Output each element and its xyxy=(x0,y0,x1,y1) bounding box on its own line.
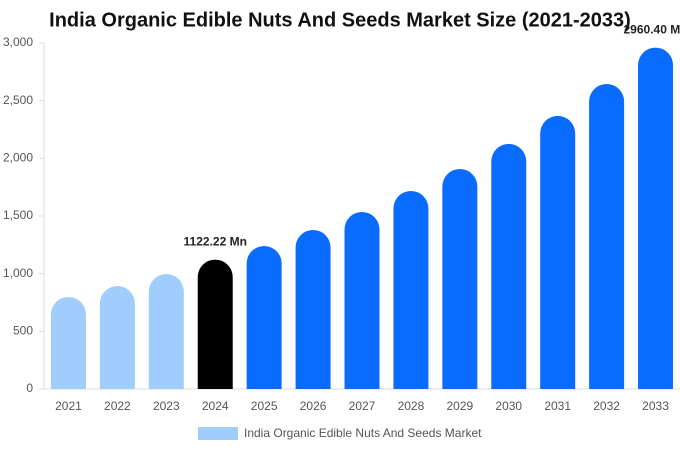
bar xyxy=(99,286,135,389)
bar xyxy=(344,211,380,389)
bar xyxy=(197,259,233,389)
x-tick-label: 2026 xyxy=(300,399,327,413)
bar xyxy=(50,296,86,389)
x-tick-label: 2025 xyxy=(251,399,278,413)
y-tick-label: 500 xyxy=(13,324,33,338)
y-tick-label: 0 xyxy=(26,381,33,395)
y-tick-label: 2,000 xyxy=(3,151,33,165)
x-tick-label: 2029 xyxy=(446,399,473,413)
data-label: 2960.40 Mn xyxy=(624,23,680,37)
x-tick-label: 2022 xyxy=(104,399,131,413)
bar xyxy=(442,168,478,389)
bar xyxy=(491,143,527,389)
bar xyxy=(589,83,625,390)
y-tick-label: 1,500 xyxy=(3,208,33,222)
x-tick-label: 2032 xyxy=(593,399,620,413)
x-tick-label: 2030 xyxy=(495,399,522,413)
x-tick-label: 2031 xyxy=(544,399,571,413)
bar xyxy=(638,47,674,390)
legend-swatch xyxy=(198,427,238,440)
bar xyxy=(540,115,576,389)
chart-title: India Organic Edible Nuts And Seeds Mark… xyxy=(49,9,631,31)
x-tick-label: 2028 xyxy=(398,399,425,413)
y-tick-label: 3,000 xyxy=(3,35,33,49)
x-tick-label: 2023 xyxy=(153,399,180,413)
data-label: 1122.22 Mn xyxy=(184,235,247,249)
x-tick-label: 2024 xyxy=(202,399,229,413)
legend-label: India Organic Edible Nuts And Seeds Mark… xyxy=(244,426,482,440)
bar xyxy=(393,190,429,389)
bar xyxy=(246,245,282,389)
x-tick-label: 2021 xyxy=(55,399,82,413)
y-tick-label: 2,500 xyxy=(3,93,33,107)
x-tick-label: 2033 xyxy=(642,399,669,413)
y-tick-label: 1,000 xyxy=(3,266,33,280)
bar xyxy=(148,274,184,389)
bar xyxy=(295,229,331,389)
x-tick-label: 2027 xyxy=(349,399,376,413)
